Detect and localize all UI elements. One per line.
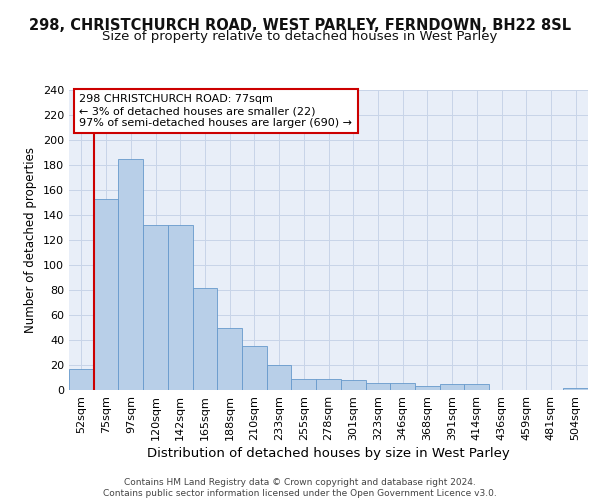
Bar: [464, 384, 489, 390]
Bar: [292, 379, 316, 390]
Bar: [143, 225, 168, 390]
Bar: [267, 365, 292, 390]
Bar: [440, 384, 464, 390]
Y-axis label: Number of detached properties: Number of detached properties: [25, 147, 37, 333]
Text: 298 CHRISTCHURCH ROAD: 77sqm
← 3% of detached houses are smaller (22)
97% of sem: 298 CHRISTCHURCH ROAD: 77sqm ← 3% of det…: [79, 94, 352, 128]
Bar: [563, 388, 588, 390]
Bar: [168, 225, 193, 390]
Bar: [415, 386, 440, 390]
X-axis label: Distribution of detached houses by size in West Parley: Distribution of detached houses by size …: [147, 447, 510, 460]
Text: 298, CHRISTCHURCH ROAD, WEST PARLEY, FERNDOWN, BH22 8SL: 298, CHRISTCHURCH ROAD, WEST PARLEY, FER…: [29, 18, 571, 32]
Bar: [365, 382, 390, 390]
Bar: [217, 328, 242, 390]
Bar: [69, 369, 94, 390]
Bar: [316, 379, 341, 390]
Bar: [341, 380, 365, 390]
Bar: [242, 346, 267, 390]
Bar: [94, 198, 118, 390]
Bar: [193, 288, 217, 390]
Text: Contains HM Land Registry data © Crown copyright and database right 2024.
Contai: Contains HM Land Registry data © Crown c…: [103, 478, 497, 498]
Bar: [118, 159, 143, 390]
Bar: [390, 382, 415, 390]
Text: Size of property relative to detached houses in West Parley: Size of property relative to detached ho…: [103, 30, 497, 43]
